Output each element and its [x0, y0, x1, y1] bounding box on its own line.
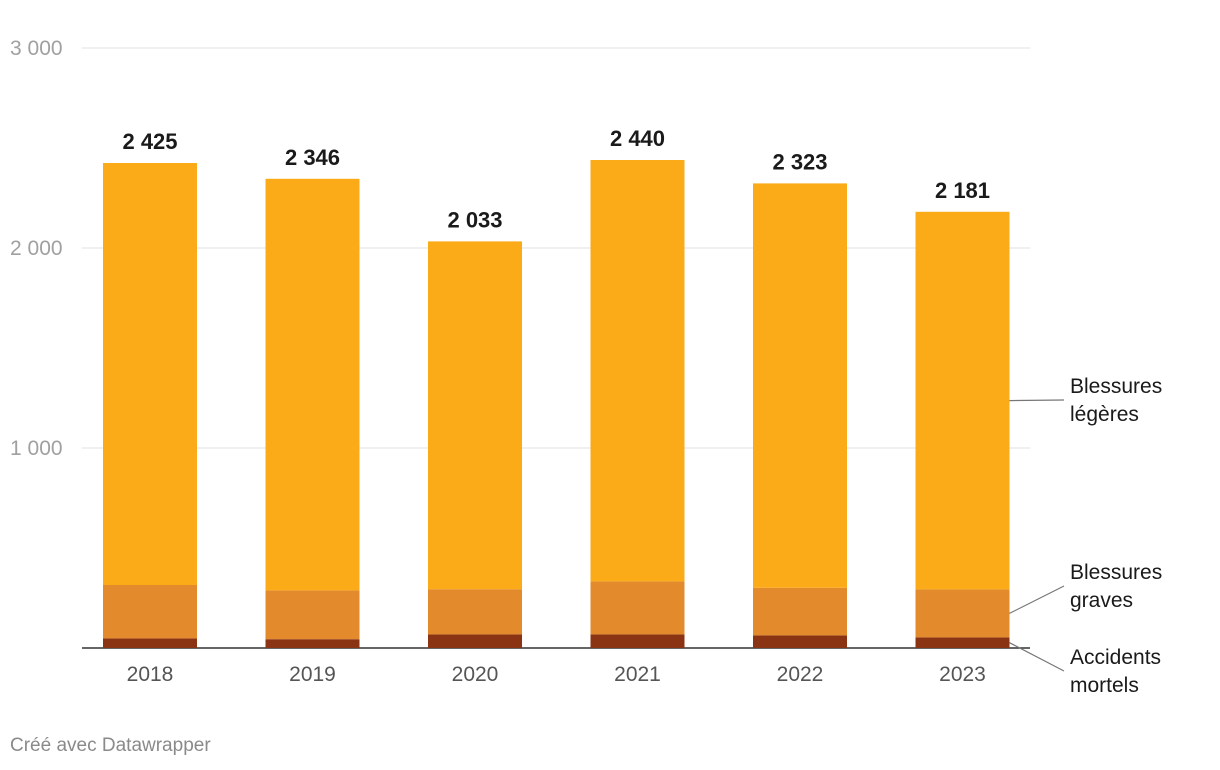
legend-leader-line: [1009, 642, 1065, 672]
x-tick-label: 2022: [777, 663, 824, 686]
y-tick-label: 2 000: [10, 237, 63, 260]
legend-label: graves: [1070, 589, 1133, 612]
bar-segment: [103, 163, 197, 585]
x-tick-label: 2019: [289, 663, 336, 686]
bar-total-label: 2 346: [285, 145, 340, 170]
legend-leader-line: [1009, 399, 1065, 402]
bar-segment: [265, 178, 360, 591]
bar-segment: [915, 637, 1010, 648]
legend-label: Blessures: [1070, 375, 1162, 398]
bar-segment: [590, 160, 685, 582]
bar-segment: [428, 634, 522, 648]
labels-layer: 1 000 2 000 3 000 2 425 2018 2 346 2019 2 033 20…: [10, 37, 990, 686]
bar-segment: [428, 589, 522, 635]
x-tick-label: 2020: [452, 663, 499, 686]
bar-segment: [103, 585, 197, 639]
bar-segment: [265, 639, 360, 648]
bar-total-label: 2 440: [610, 126, 665, 151]
y-tick-label: 1 000: [10, 437, 63, 460]
x-tick-label: 2023: [939, 663, 986, 686]
legend-leader-line: [1009, 585, 1065, 614]
bars-layer: [103, 160, 1010, 648]
bar-segment: [753, 587, 847, 636]
legend-label: Blessures: [1070, 561, 1162, 584]
legend-layer: Accidents mortels Blessures graves Blessures…: [1009, 375, 1162, 697]
y-tick-label: 3 000: [10, 37, 63, 60]
bar-total-label: 2 323: [772, 149, 827, 174]
bar-segment: [753, 635, 847, 648]
bar-total-label: 2 425: [122, 129, 177, 154]
grid-layer: [82, 47, 1030, 649]
legend-label: légères: [1070, 403, 1139, 426]
bar-total-label: 2 181: [935, 178, 990, 203]
bar-segment: [103, 638, 197, 648]
bar-total-label: 2 033: [447, 207, 502, 232]
bar-segment: [590, 581, 685, 635]
legend-label: Accidents: [1070, 646, 1161, 669]
x-tick-label: 2018: [127, 663, 174, 686]
bar-segment: [590, 634, 685, 648]
bar-segment: [915, 211, 1010, 590]
legend-label: mortels: [1070, 674, 1139, 697]
bar-segment: [265, 590, 360, 640]
footer-credit: Créé avec Datawrapper: [10, 735, 211, 756]
bar-segment: [428, 241, 522, 590]
bar-segment: [915, 589, 1010, 638]
bar-segment: [753, 183, 847, 588]
x-tick-label: 2021: [614, 663, 661, 686]
